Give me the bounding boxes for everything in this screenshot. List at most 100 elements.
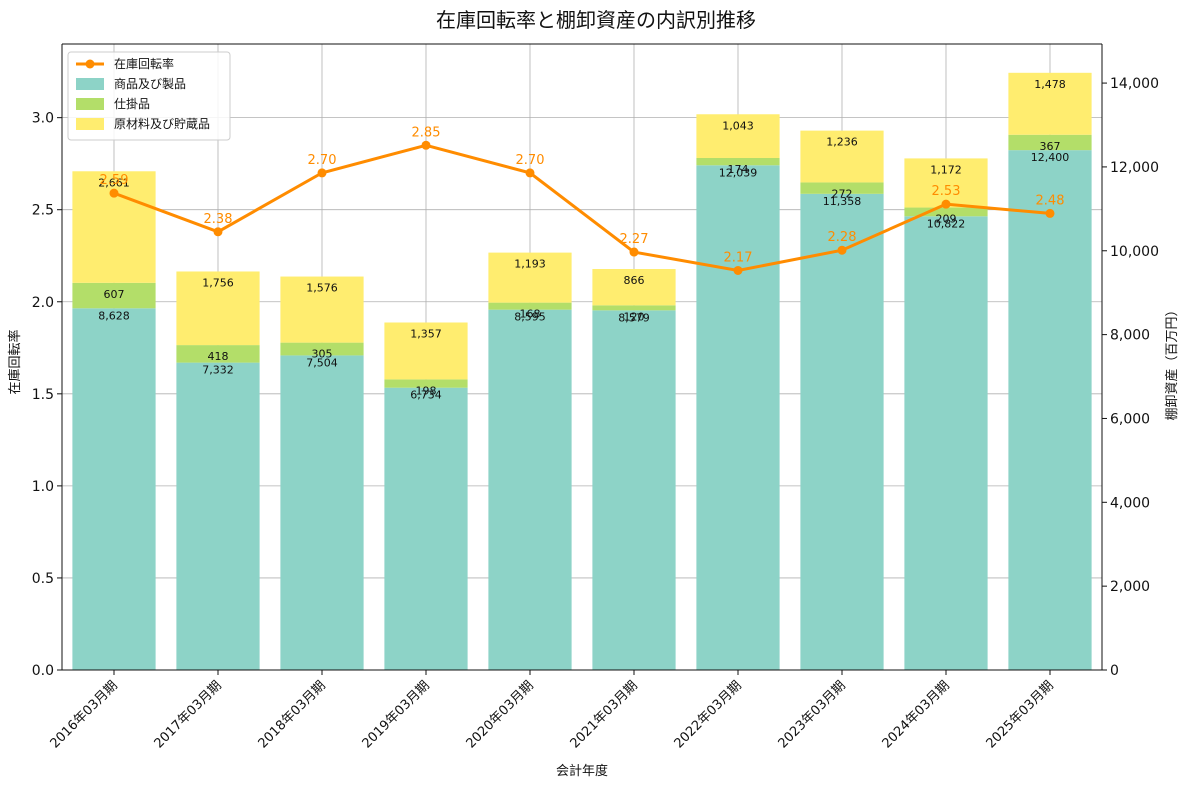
turnover-value-label: 2.53 (932, 184, 961, 199)
bar-segment-label: 1,478 (1034, 78, 1066, 91)
y-axis-right-label: 棚卸資産（百万円） (1164, 303, 1180, 420)
bar-segment (696, 157, 780, 166)
bar-segment-label: 866 (624, 274, 645, 287)
x-tick-label: 2025年03月期 (984, 678, 1057, 751)
y-left-tick-label: 0.5 (32, 571, 54, 587)
bar-segment (280, 342, 364, 356)
bar-segment-label: 7,332 (202, 364, 234, 377)
bar-segment-label: 607 (104, 288, 125, 301)
bar-segment (696, 165, 780, 670)
x-tick-label: 2021年03月期 (568, 678, 641, 751)
turnover-point (317, 168, 327, 178)
bar-segment (904, 158, 988, 208)
y-left-tick-label: 2.5 (32, 203, 54, 219)
turnover-point (941, 199, 951, 209)
x-tick-label: 2023年03月期 (776, 678, 849, 751)
bar-segment (72, 282, 156, 309)
x-tick-label: 2024年03月期 (880, 678, 953, 751)
bar-segment (280, 276, 364, 343)
turnover-point (733, 265, 743, 275)
x-tick-label: 2022年03月期 (672, 678, 745, 751)
turnover-point (213, 227, 223, 237)
turnover-point (109, 188, 119, 198)
y-right-tick-label: 4,000 (1110, 495, 1150, 511)
turnover-point (1045, 208, 1055, 218)
y-left-tick-label: 1.0 (32, 479, 54, 495)
turnover-point (629, 247, 639, 257)
legend-swatch-marker (85, 59, 95, 69)
turnover-value-label: 2.48 (1036, 193, 1065, 208)
bar-segment (592, 310, 676, 670)
bar-segment (384, 322, 468, 380)
legend-label: 在庫回転率 (114, 56, 174, 71)
bar-segment (280, 355, 364, 670)
bar-segment (800, 182, 884, 194)
y-left-tick-label: 3.0 (32, 111, 54, 127)
turnover-point (421, 140, 431, 150)
bar-segment-label: 8,628 (98, 309, 130, 322)
bar-segment-label: 11,358 (823, 195, 862, 208)
y-left-tick-label: 0.0 (32, 663, 54, 679)
turnover-value-label: 2.59 (100, 173, 129, 188)
stacked-bars (72, 72, 1092, 671)
legend-label: 原材料及び貯蔵品 (114, 117, 210, 131)
bar-segment-label: 8,595 (514, 311, 546, 324)
x-tick-label: 2019年03月期 (360, 678, 433, 751)
turnover-line: 2.59 2.38 2.70 2.85 2.70 2.27 2.17 2.28 2.53 2.48 (100, 125, 1065, 275)
y-right-tick-label: 6,000 (1110, 411, 1150, 427)
bar-segment-label: 120 (624, 310, 645, 323)
bar-segment-label: 6,734 (410, 389, 442, 402)
bar-segment-label: 7,504 (306, 356, 338, 369)
x-tick-label: 2016年03月期 (48, 678, 121, 751)
x-tick-label: 2017年03月期 (152, 678, 225, 751)
legend-swatch (76, 98, 104, 110)
bar-segment-label: 174 (728, 163, 749, 176)
legend-label: 仕掛品 (114, 96, 150, 111)
bar-segment-label: 10,822 (927, 217, 966, 230)
bar-segment (800, 193, 884, 671)
bar-segment-label: 12,039 (719, 166, 758, 179)
turnover-point (525, 168, 535, 178)
legend-label: 商品及び製品 (114, 76, 186, 91)
bar-segment-label: 8,579 (618, 311, 650, 324)
bar-segment-label: 12,400 (1031, 151, 1070, 164)
bar-segment (384, 379, 468, 388)
bar-segment-label: 367 (1040, 140, 1061, 153)
turnover-value-label: 2.70 (308, 153, 337, 168)
legend-swatch (76, 78, 104, 90)
bar-segment-label: 272 (832, 187, 853, 200)
bar-segment-label: 1,043 (722, 119, 754, 132)
y-right-tick-label: 10,000 (1110, 244, 1159, 260)
turnover-point (837, 245, 847, 255)
y-right-tick-label: 8,000 (1110, 328, 1150, 344)
bar-segment-label: 209 (936, 213, 957, 226)
bar-segment (1008, 134, 1092, 151)
bar-segment-label: 418 (208, 350, 229, 363)
y-left-tick-label: 1.5 (32, 387, 54, 403)
chart-title: 在庫回転率と棚卸資産の内訳別推移 (436, 8, 756, 32)
bar-segment (72, 308, 156, 670)
y-right-tick-label: 12,000 (1110, 160, 1159, 176)
bar-segment (384, 387, 468, 670)
bar-segment (176, 345, 260, 363)
bar-segment-label: 2,661 (98, 176, 130, 189)
bar-segment-label: 1,172 (930, 163, 962, 176)
turnover-value-label: 2.27 (620, 232, 649, 247)
legend-swatch (76, 118, 104, 130)
bar-segment (488, 309, 572, 670)
bar-segment-label: 168 (520, 308, 541, 321)
turnover-value-label: 2.85 (412, 125, 441, 140)
x-tick-label: 2020年03月期 (464, 678, 537, 751)
bar-segment-label: 1,357 (410, 327, 442, 340)
bar-segment-label: 1,193 (514, 258, 546, 271)
bar-segment (904, 207, 988, 217)
bar-segment-label: 305 (312, 348, 333, 361)
turnover-value-label: 2.17 (724, 250, 753, 265)
bar-segment-label: 1,236 (826, 136, 858, 149)
bar-segment (904, 216, 988, 670)
turnover-value-label: 2.38 (204, 212, 233, 227)
bar-segment (592, 269, 676, 306)
